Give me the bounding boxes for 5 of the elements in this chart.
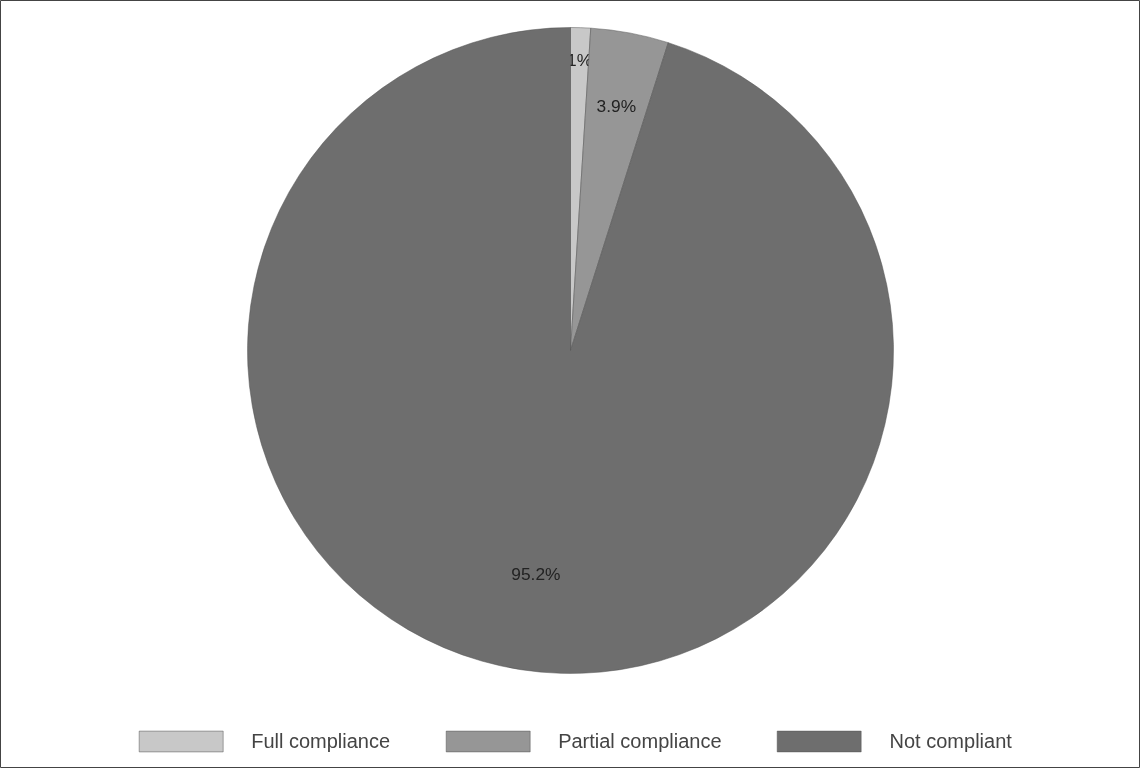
data-label: 3.9%	[596, 96, 637, 117]
legend-label: Partial compliance	[558, 729, 722, 753]
data-label: 95.2%	[511, 563, 561, 584]
legend-label: Not compliant	[889, 729, 1012, 753]
legend-label: Full compliance	[251, 729, 391, 753]
